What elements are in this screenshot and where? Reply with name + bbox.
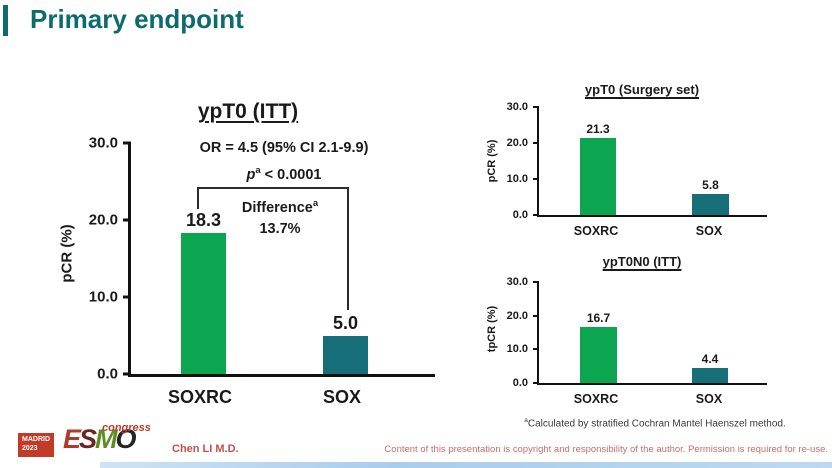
x-label-soxrc: SOXRC xyxy=(573,224,619,238)
tick-mark xyxy=(123,218,131,222)
y-axis-label: tpCR (%) xyxy=(486,305,498,353)
bar-value: 5.0 xyxy=(332,312,359,333)
plot-area: 30.0 20.0 10.0 0.0 21.3 5.8 xyxy=(507,101,767,221)
esmo-congress-logo: MADRID 2023 ESMO congress xyxy=(18,422,151,462)
bar-value: 18.3 xyxy=(185,210,222,231)
tick-mark xyxy=(533,314,539,317)
p-value-text: pa < 0.0001 xyxy=(246,164,322,183)
tick-mark xyxy=(123,372,131,376)
x-label-sox: SOX xyxy=(695,224,723,238)
x-label-soxrc: SOXRC xyxy=(573,392,619,406)
y-tick: 30.0 xyxy=(507,276,539,288)
bar-column-sox: 4.4 xyxy=(692,282,728,383)
y-tick: 30.0 xyxy=(89,135,131,152)
bar-value: 16.7 xyxy=(586,310,611,325)
y-tick: 0.0 xyxy=(513,377,539,389)
bar-sox xyxy=(692,368,728,383)
esmo-letter: M xyxy=(95,424,117,454)
bar-column-soxrc: 16.7 xyxy=(580,282,617,383)
logo-venue-badge: MADRID 2023 xyxy=(18,433,54,457)
chart-title: ypT0N0 (ITT) xyxy=(602,254,682,269)
comparison-bracket-right xyxy=(347,187,349,310)
y-tick: 10.0 xyxy=(507,173,539,185)
y-tick: 20.0 xyxy=(507,310,539,322)
bar-sox xyxy=(323,335,368,374)
bar-value: 4.4 xyxy=(701,352,719,367)
tick-mark xyxy=(533,382,539,384)
copyright-note: Content of this presentation is copyrigh… xyxy=(384,444,828,455)
comparison-bracket-top xyxy=(197,187,349,189)
esmo-wordmark: ESMO xyxy=(63,424,137,455)
tick-mark xyxy=(533,106,539,108)
chart-ypt0-itt: ypT0 (ITT) pCR (%) OR = 4.5 (95% CI 2.1-… xyxy=(50,95,460,425)
tick-mark xyxy=(533,348,539,351)
esmo-letter: O xyxy=(115,424,137,454)
bar-sox xyxy=(692,194,729,215)
esmo-letter: S xyxy=(79,424,97,454)
tick-mark xyxy=(123,295,131,299)
logo-year: 2023 xyxy=(22,444,38,452)
y-tick: 20.0 xyxy=(89,211,131,228)
y-tick: 10.0 xyxy=(89,289,131,306)
y-axis-label: pCR (%) xyxy=(58,224,76,283)
difference-label: Differencea xyxy=(241,197,319,216)
statistics-annotation: OR = 4.5 (95% CI 2.1-9.9) pa < 0.0001 xyxy=(128,138,440,186)
bottom-accent-strip xyxy=(100,462,832,468)
comparison-bracket-left xyxy=(197,187,199,209)
bar-column-sox: 5.8 xyxy=(692,107,729,215)
chart-ypt0n0-itt: ypT0N0 (ITT) tpCR (%) 30.0 20.0 10.0 0.0… xyxy=(480,252,800,422)
x-label-sox: SOX xyxy=(322,387,362,407)
tick-mark xyxy=(533,281,539,283)
x-label-sox: SOX xyxy=(695,392,723,406)
tick-mark xyxy=(533,178,539,180)
bar-soxrc xyxy=(580,138,616,215)
y-axis-label: pCR (%) xyxy=(486,139,498,183)
bar-soxrc xyxy=(181,233,226,374)
difference-annotation: Differencea 13.7% xyxy=(205,192,355,240)
x-label-soxrc: SOXRC xyxy=(167,387,233,407)
odds-ratio-text: OR = 4.5 (95% CI 2.1-9.9) xyxy=(199,140,369,156)
page-title: Primary endpoint xyxy=(30,4,244,34)
y-tick: 10.0 xyxy=(507,343,539,355)
plot-area: 30.0 20.0 10.0 0.0 18.3 5.0 xyxy=(89,135,435,383)
title-accent-bar xyxy=(3,5,8,36)
difference-value: 13.7% xyxy=(259,220,301,237)
bar-column-soxrc: 21.3 xyxy=(580,107,616,215)
footnote: aCalculated by stratified Cochran Mantel… xyxy=(524,417,786,430)
bar-column-soxrc: 18.3 xyxy=(181,143,226,374)
esmo-letter: E xyxy=(63,424,81,454)
bar-column-sox: 5.0 xyxy=(323,143,368,374)
logo-congress-label: congress xyxy=(102,422,151,434)
plot-area: 30.0 20.0 10.0 0.0 16.7 4.4 xyxy=(507,276,767,389)
chart-title: ypT0 (Surgery set) xyxy=(584,82,700,97)
tick-mark xyxy=(123,141,131,145)
bar-value: 5.8 xyxy=(702,178,719,193)
bar-value: 21.3 xyxy=(586,122,610,137)
chart-title: ypT0 (ITT) xyxy=(197,100,299,123)
y-tick: 30.0 xyxy=(507,101,539,113)
chart-ypt0-surgery-set: ypT0 (Surgery set) pCR (%) 30.0 20.0 10.… xyxy=(480,80,800,245)
y-tick: 0.0 xyxy=(513,209,539,221)
presenter-credit: Chen LI M.D. xyxy=(172,443,239,455)
tick-mark xyxy=(533,214,539,216)
logo-venue: MADRID xyxy=(22,436,50,443)
y-tick: 0.0 xyxy=(97,366,131,383)
tick-mark xyxy=(533,141,539,144)
y-tick: 20.0 xyxy=(507,137,539,149)
bar-soxrc xyxy=(580,326,617,383)
